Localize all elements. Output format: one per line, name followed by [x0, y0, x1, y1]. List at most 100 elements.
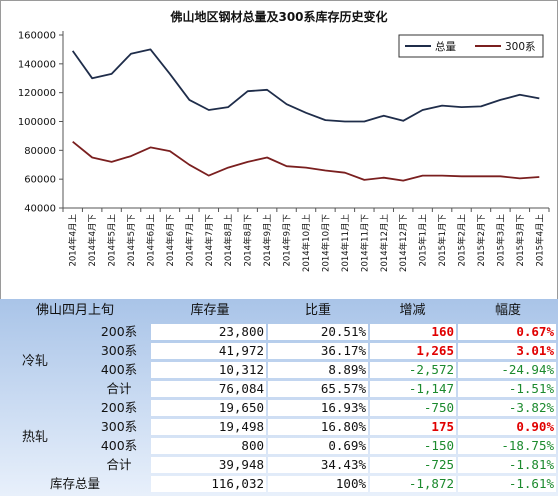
- row-ratio: 65.57%: [268, 381, 368, 397]
- y-tick-label: 100000: [18, 117, 56, 128]
- series-line-0: [71, 48, 540, 123]
- row-range: 3.01%: [458, 343, 556, 359]
- row-label: 200系: [100, 324, 138, 339]
- row-range: -1.81%: [458, 457, 556, 473]
- row-change: -150: [370, 438, 456, 454]
- group-label-cold: 冷轧: [22, 354, 49, 369]
- row-label: 200系: [100, 400, 138, 415]
- y-tick-label: 120000: [18, 88, 56, 99]
- x-tick-label: 2014年11月下: [359, 214, 370, 272]
- x-tick-label: 2015年1月下: [437, 214, 448, 267]
- header-change: 增减: [399, 303, 426, 318]
- row-stock: 19,650: [151, 400, 266, 416]
- row-change: 1,265: [370, 343, 456, 359]
- series-line-1: [72, 141, 540, 182]
- x-tick-label: 2014年7月上: [184, 214, 195, 267]
- x-tick-label: 2014年8月上: [223, 214, 234, 267]
- row-range: 0.67%: [458, 324, 556, 340]
- table-row: 400系 10,312 8.89% -2,572 -24.94%: [0, 361, 558, 379]
- y-tick-label: 40000: [24, 204, 56, 215]
- x-tick-label: 2014年5月下: [126, 214, 137, 267]
- x-tick-label: 2015年3月上: [495, 214, 506, 267]
- group-label-hot: 热轧: [22, 430, 49, 445]
- row-stock: 116,032: [151, 476, 266, 492]
- x-tick-label: 2015年4月上: [534, 214, 545, 267]
- x-tick-label: 2014年6月上: [145, 214, 156, 267]
- legend-label-1: 300系: [505, 41, 536, 53]
- header-region: 佛山四月上旬: [35, 303, 114, 318]
- table-row: 200系 23,800 20.51% 160 0.67%: [0, 323, 558, 341]
- table-row: 合计 76,084 65.57% -1,147 -1.51%: [0, 380, 558, 398]
- row-ratio: 20.51%: [268, 324, 368, 340]
- row-stock: 19,498: [151, 419, 266, 435]
- row-stock: 41,972: [151, 343, 266, 359]
- row-ratio: 36.17%: [268, 343, 368, 359]
- row-stock: 39,948: [151, 457, 266, 473]
- table-row: 300系 41,972 36.17% 1,265 3.01%: [0, 342, 558, 360]
- row-change: -1,147: [370, 381, 456, 397]
- row-change: -1,872: [370, 476, 456, 492]
- row-change: -725: [370, 457, 456, 473]
- x-tick-label: 2014年4月上: [68, 214, 79, 267]
- header-ratio: 比重: [304, 303, 331, 318]
- y-tick-label: 60000: [24, 175, 56, 186]
- x-tick-label: 2014年12月下: [398, 214, 409, 272]
- x-tick-label: 2015年2月下: [476, 214, 487, 267]
- table-row: 库存总量 116,032 100% -1,872 -1.61%: [0, 475, 558, 493]
- row-stock: 800: [151, 438, 266, 454]
- row-change: 160: [370, 324, 456, 340]
- x-tick-label: 2014年9月上: [262, 214, 273, 267]
- table-row: 200系 19,650 16.93% -750 -3.82%: [0, 399, 558, 417]
- legend-box: [398, 34, 544, 58]
- row-label: 400系: [100, 438, 138, 453]
- row-ratio: 16.80%: [268, 419, 368, 435]
- table-row: 合计 39,948 34.43% -725 -1.81%: [0, 456, 558, 474]
- inventory-table: 佛山四月上旬 库存量 比重 增减 幅度 200系 23,800 20.51% 160 0…: [0, 299, 558, 496]
- x-tick-label: 2014年5月上: [107, 214, 118, 267]
- row-ratio: 34.43%: [268, 457, 368, 473]
- x-tick-label: 2014年9月下: [282, 214, 293, 267]
- x-tick-label: 2014年6月下: [165, 214, 176, 267]
- chart-container: 佛山地区钢材总量及300系库存历史变化 40000 60000 80000 100000…: [0, 0, 558, 300]
- row-change: 175: [370, 419, 456, 435]
- x-tick-label: 2014年7月下: [204, 214, 215, 267]
- y-tick-label: 160000: [18, 31, 56, 42]
- row-range: -18.75%: [458, 438, 556, 454]
- table-row: 300系 19,498 16.80% 175 0.90%: [0, 418, 558, 436]
- row-label: 400系: [100, 362, 138, 377]
- row-label: 合计: [106, 457, 132, 472]
- row-label: 300系: [100, 419, 138, 434]
- x-tick-label: 2014年12月上: [379, 214, 390, 272]
- header-range: 幅度: [494, 303, 521, 318]
- row-label: 300系: [100, 343, 138, 358]
- table-row: 400系 800 0.69% -150 -18.75%: [0, 437, 558, 455]
- chart-title: 佛山地区钢材总量及300系库存历史变化: [169, 9, 387, 24]
- row-range: 0.90%: [458, 419, 556, 435]
- row-change: -750: [370, 400, 456, 416]
- row-range: -24.94%: [458, 362, 556, 378]
- row-ratio: 100%: [268, 476, 368, 492]
- row-stock: 10,312: [151, 362, 266, 378]
- line-chart: 佛山地区钢材总量及300系库存历史变化 40000 60000 80000 100000…: [18, 9, 550, 272]
- x-tick-label: 2014年8月下: [243, 214, 254, 267]
- row-label: 库存总量: [49, 476, 100, 491]
- row-change: -2,572: [370, 362, 456, 378]
- row-ratio: 16.93%: [268, 400, 368, 416]
- header-stock: 库存量: [190, 303, 230, 318]
- x-tick-label: 2015年2月上: [457, 214, 468, 267]
- x-tick-label: 2015年3月下: [515, 214, 526, 267]
- row-ratio: 8.89%: [268, 362, 368, 378]
- x-tick-label: 2014年10月上: [301, 214, 312, 272]
- x-tick-label: 2014年11月上: [340, 214, 351, 272]
- row-label: 合计: [106, 381, 132, 396]
- row-ratio: 0.69%: [268, 438, 368, 454]
- row-range: -1.61%: [458, 476, 556, 492]
- x-tick-label: 2014年10月下: [320, 214, 331, 272]
- y-tick-label: 140000: [18, 59, 56, 70]
- legend-label-0: 总量: [435, 40, 456, 53]
- row-range: -1.51%: [458, 381, 556, 397]
- y-tick-label: 80000: [24, 146, 56, 157]
- row-stock: 23,800: [151, 324, 266, 340]
- x-tick-label: 2014年4月下: [87, 214, 98, 267]
